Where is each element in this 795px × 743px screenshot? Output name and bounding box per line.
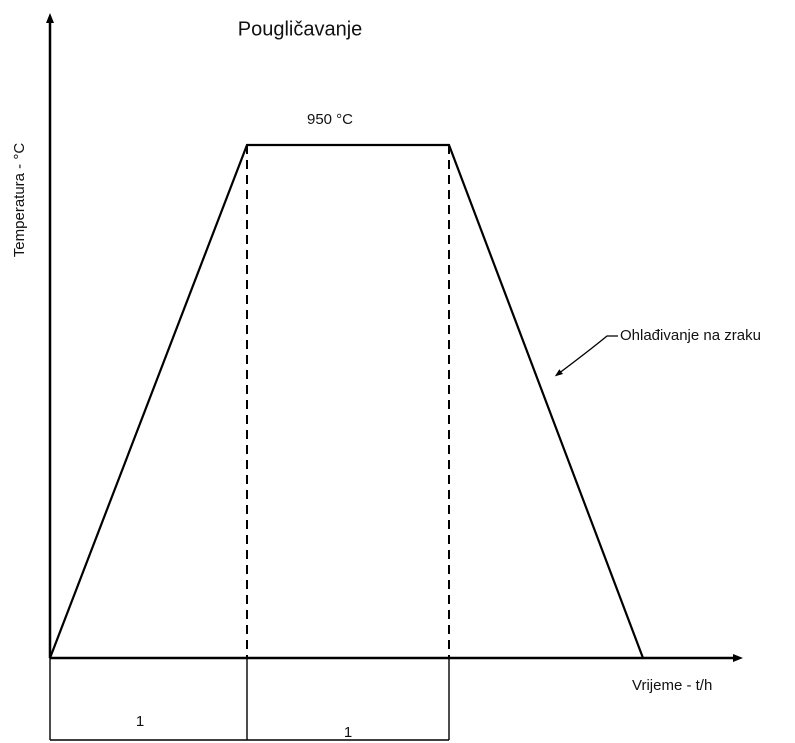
temperature-profile [48,143,645,659]
y-axis-label: Temperatura - °C [11,143,28,258]
segment-label: 1 [136,713,144,730]
annotation-leader [554,335,618,377]
annotation: Ohlađivanje na zraku [620,327,761,344]
x-axis-label: Vrijeme - t/h [632,677,712,694]
title: Pougličavanje [238,18,363,40]
segment-label: 1 [344,724,352,741]
temperature-label: 950 °C [307,111,353,128]
